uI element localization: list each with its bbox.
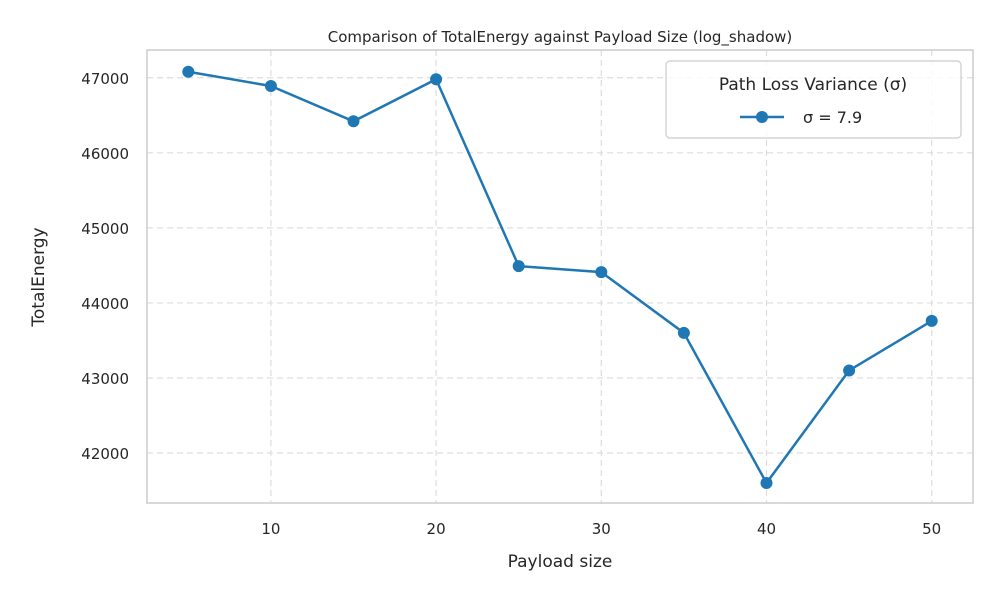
chart-title: Comparison of TotalEnergy against Payloa…	[328, 28, 793, 47]
y-tick-label: 46000	[81, 145, 129, 163]
data-point	[925, 314, 938, 327]
data-point	[677, 326, 690, 339]
data-point	[430, 73, 443, 86]
x-tick-label: 10	[261, 520, 280, 538]
y-tick-label: 44000	[81, 295, 129, 313]
data-point	[347, 115, 360, 128]
x-tick-label: 20	[427, 520, 446, 538]
legend: Path Loss Variance (σ) σ = 7.9	[665, 60, 962, 139]
axis-ticks: 10 20 30 40 50 42000 43000 44000 45000 46000 47000	[81, 70, 941, 538]
x-tick-label: 30	[592, 520, 611, 538]
x-axis-label: Payload size	[508, 552, 613, 572]
y-tick-label: 42000	[81, 445, 129, 463]
y-tick-label: 43000	[81, 370, 129, 388]
data-point	[595, 266, 608, 279]
legend-title: Path Loss Variance (σ)	[719, 75, 907, 95]
plot-frame	[146, 49, 974, 504]
legend-box	[665, 60, 962, 139]
y-tick-label: 45000	[81, 220, 129, 238]
y-axis-label: TotalEnergy	[29, 227, 49, 327]
series-layer	[182, 65, 938, 490]
y-tick-label: 47000	[81, 70, 129, 88]
data-point	[182, 65, 195, 78]
legend-entry-label: σ = 7.9	[803, 108, 862, 127]
x-tick-label: 40	[757, 520, 776, 538]
data-point	[512, 260, 525, 273]
data-point	[264, 80, 277, 93]
data-point	[760, 477, 773, 490]
x-tick-label: 50	[922, 520, 941, 538]
series-line	[188, 70, 933, 485]
data-point	[843, 364, 856, 377]
legend-marker-swatch	[756, 111, 768, 123]
